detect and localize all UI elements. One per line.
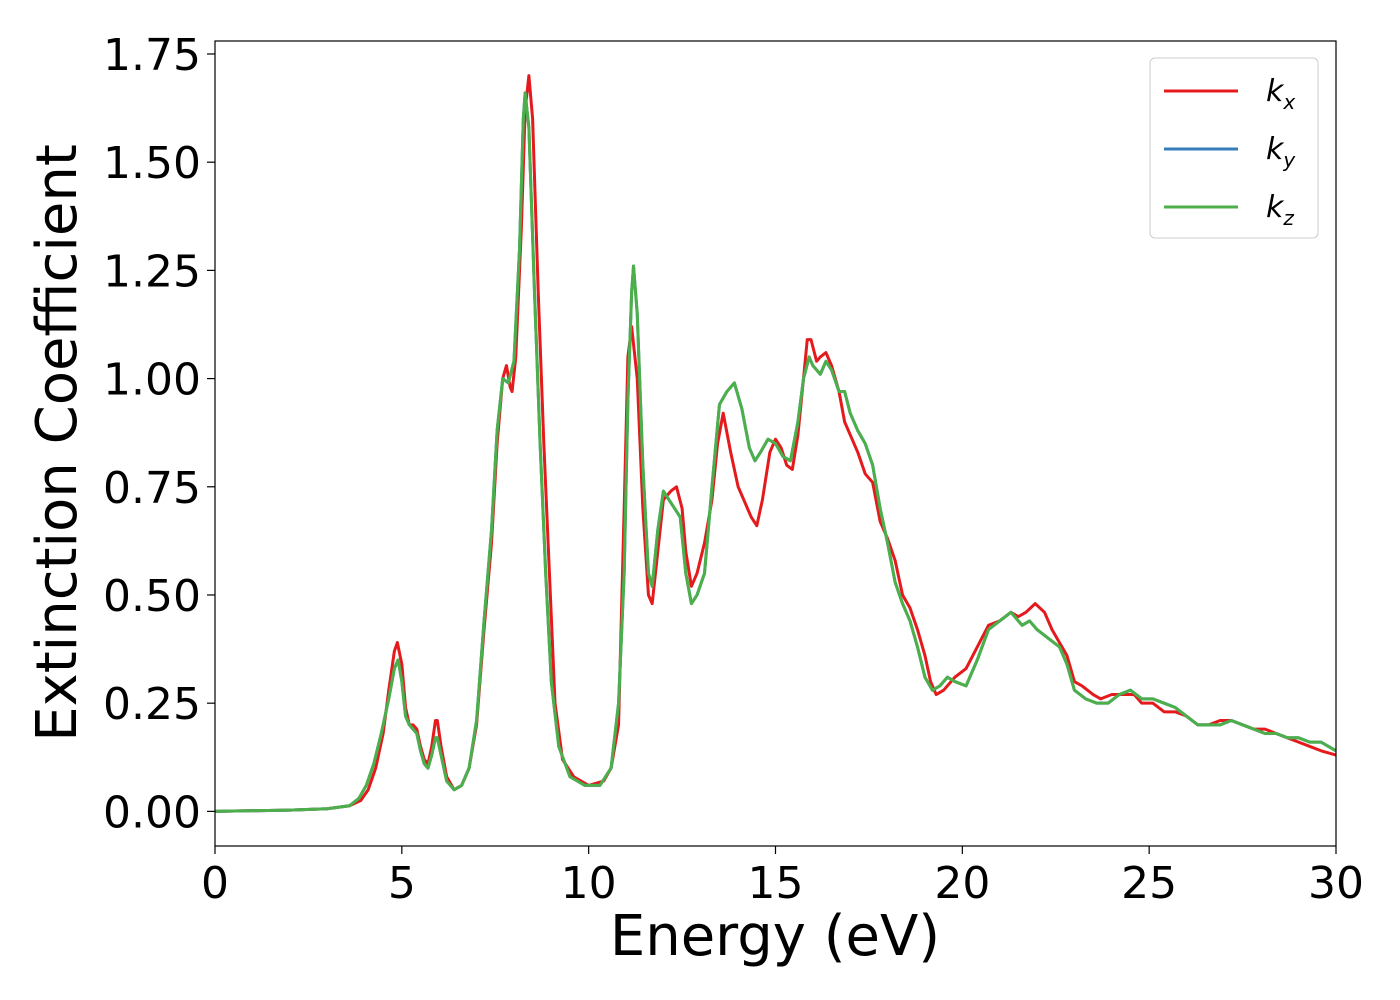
x-tick-label: 0 xyxy=(201,858,229,909)
y-tick-label: 0.50 xyxy=(103,571,201,622)
x-tick-label: 10 xyxy=(561,858,617,909)
x-tick-label: 30 xyxy=(1308,858,1364,909)
y-tick-label: 1.75 xyxy=(103,30,201,81)
y-axis-label: Extinction Coefficient xyxy=(25,144,90,742)
y-tick-label: 0.25 xyxy=(103,679,201,730)
y-tick-label: 1.00 xyxy=(103,355,201,406)
x-tick-label: 25 xyxy=(1121,858,1177,909)
y-tick-label: 1.25 xyxy=(103,246,201,297)
legend-label-x: kx xyxy=(1266,74,1295,114)
legend: kx ky kz xyxy=(1149,57,1319,239)
y-tick-label: 0.75 xyxy=(103,463,201,514)
x-tick-label: 5 xyxy=(388,858,416,909)
y-tick-label: 1.50 xyxy=(103,138,201,189)
x-tick-label: 20 xyxy=(934,858,990,909)
x-axis-ticks: 0 5 10 15 20 25 30 xyxy=(201,846,1364,909)
x-tick-label: 15 xyxy=(748,858,804,909)
legend-label-z: kz xyxy=(1266,190,1294,230)
series-layer xyxy=(215,74,1336,813)
x-axis-label: Energy (eV) xyxy=(610,904,940,969)
y-tick-label: 0.00 xyxy=(103,787,201,838)
series-line-k-z xyxy=(215,91,1336,813)
legend-label-y: ky xyxy=(1266,132,1296,172)
y-axis-ticks: 0.00 0.25 0.50 0.75 1.00 1.25 1.50 1.75 xyxy=(103,30,215,838)
